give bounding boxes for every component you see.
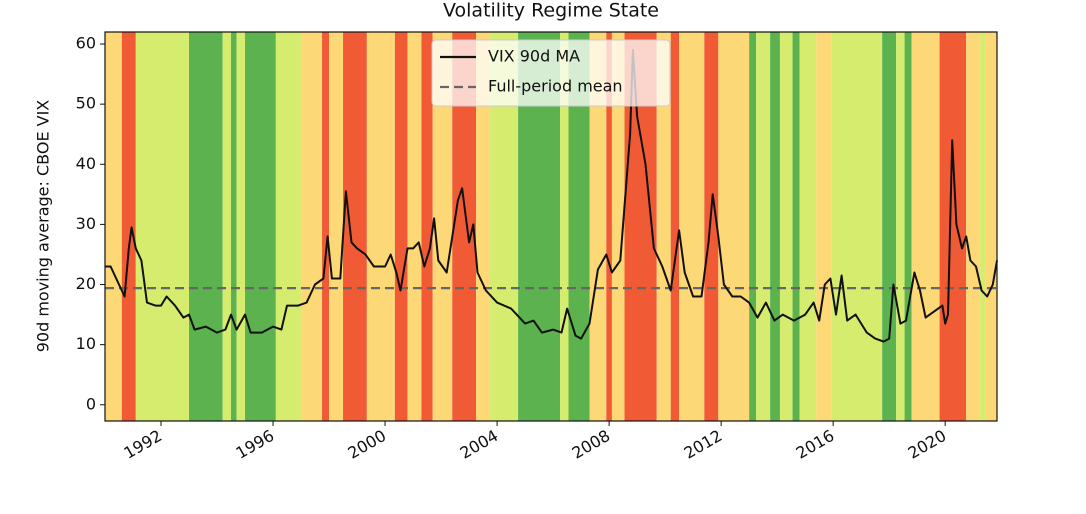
regime-band [980, 32, 986, 421]
regime-band [236, 32, 246, 421]
regime-band [452, 32, 477, 421]
regime-band [779, 32, 793, 421]
x-tick-label: 2012 [681, 426, 726, 463]
x-tick-label: 1996 [233, 426, 278, 463]
regime-band [831, 32, 883, 421]
regime-band [231, 32, 237, 421]
regime-band [816, 32, 832, 421]
regime-band [568, 32, 590, 421]
y-tick-label: 0 [86, 394, 96, 413]
regime-band [985, 32, 997, 421]
y-axis-label: 90d moving average: CBOE VIX [34, 100, 53, 353]
regime-band [245, 32, 276, 421]
legend-box [431, 39, 671, 107]
x-tick-label: 2020 [905, 426, 950, 463]
regime-band [770, 32, 780, 421]
chart-title: Volatility Regime State [443, 0, 659, 22]
regime-band [792, 32, 800, 421]
regime-band [799, 32, 817, 421]
regime-band [904, 32, 912, 421]
regime-band [322, 32, 330, 421]
regime-band [135, 32, 190, 421]
regime-band [275, 32, 302, 421]
y-tick-label: 40 [76, 154, 96, 173]
regime-band [222, 32, 232, 421]
regime-band [105, 32, 122, 421]
regime-band [679, 32, 705, 421]
x-tick-label: 2008 [569, 426, 614, 463]
regime-band [896, 32, 905, 421]
series-line [105, 49, 998, 343]
plot-frame [104, 31, 998, 422]
x-tick-label: 2000 [345, 426, 390, 463]
regime-band [939, 32, 967, 421]
regime-band [343, 32, 367, 421]
regime-band [366, 32, 395, 421]
y-tick-label: 30 [76, 214, 96, 233]
regime-band [966, 32, 981, 421]
regime-band [189, 32, 223, 421]
y-tick-label: 10 [76, 334, 96, 353]
regime-band [121, 32, 136, 421]
legend-label: Full-period mean [488, 77, 623, 96]
regime-band [476, 32, 491, 421]
regime-band [718, 32, 750, 421]
y-tick-label: 50 [76, 94, 96, 113]
regime-band [421, 32, 433, 421]
regime-band [329, 32, 344, 421]
regime-band [606, 32, 612, 421]
y-tick-label: 20 [76, 274, 96, 293]
regime-band [749, 32, 757, 421]
regime-band [407, 32, 422, 421]
regime-band [882, 32, 897, 421]
regime-band [611, 32, 625, 421]
regime-band [756, 32, 771, 421]
regime-band [704, 32, 719, 421]
regime-band [656, 32, 671, 421]
x-tick-label: 1992 [120, 426, 165, 463]
regime-band [432, 32, 453, 421]
regime-band [394, 32, 408, 421]
x-tick-label: 2016 [793, 426, 838, 463]
regime-band [670, 32, 680, 421]
regime-band [911, 32, 940, 421]
regime-band [589, 32, 607, 421]
regime-band [560, 32, 569, 421]
legend-label: VIX 90d MA [488, 47, 580, 66]
y-tick-label: 60 [76, 34, 96, 53]
regime-band [301, 32, 323, 421]
x-tick-label: 2004 [457, 426, 502, 463]
